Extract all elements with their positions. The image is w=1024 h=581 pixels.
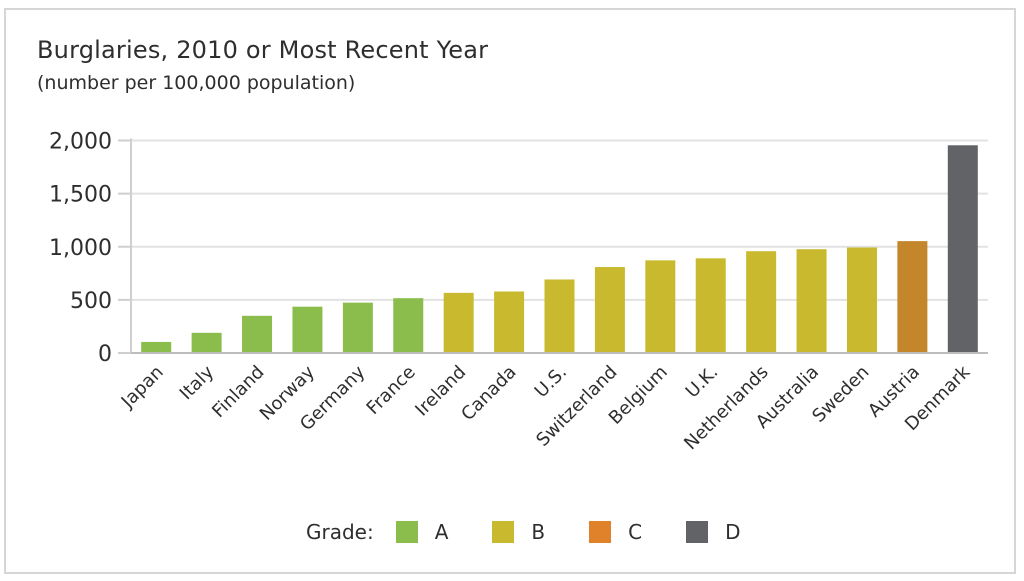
x-tick-label: France: [363, 362, 420, 419]
bar-norway: [292, 306, 323, 353]
legend-label-c: C: [628, 520, 643, 544]
x-axis-labels: Japan ItalyFinlandNorwayGermanyFranceIrel…: [117, 361, 975, 454]
legend-item-a: A: [395, 520, 449, 544]
legend-swatch-b: [492, 521, 515, 543]
bar-sweden: [846, 247, 877, 353]
bar-ireland: [443, 292, 474, 353]
bar-austria: [897, 241, 928, 353]
legend-swatch-c: [589, 521, 612, 543]
x-tick-label: U.S.: [531, 362, 571, 402]
bar-canada: [494, 291, 525, 353]
bar-switzerland: [594, 267, 625, 353]
y-tick-label: 2,000: [49, 130, 112, 155]
x-tick-label: Sweden: [808, 362, 873, 427]
chart-title: Burglaries, 2010 or Most Recent Year: [37, 36, 489, 64]
x-tick-label: Japan: [117, 362, 168, 413]
bar-denmark: [947, 145, 978, 353]
y-axis-ticks: 0 500 1,000 1,500 2,000: [49, 130, 131, 367]
bar-japan: [141, 341, 172, 353]
bar-us: [544, 279, 575, 353]
y-tick-label: 1,000: [49, 236, 112, 261]
bar-belgium: [645, 260, 676, 353]
bar-netherlands: [746, 251, 777, 353]
y-tick-label: 1,500: [49, 183, 112, 208]
legend-item-b: B: [492, 520, 545, 544]
legend-label-d: D: [725, 520, 741, 544]
legend-label-b: B: [531, 520, 546, 544]
bar-finland: [242, 315, 273, 353]
y-tick-label: 0: [98, 342, 112, 367]
bar-germany: [342, 302, 373, 353]
legend-swatch-a: [395, 521, 418, 543]
legend-title: Grade:: [306, 520, 374, 544]
bar-uk: [695, 258, 726, 353]
legend-item-d: D: [686, 520, 741, 544]
x-tick-label: Italy: [176, 361, 219, 404]
bar-australia: [796, 249, 827, 353]
y-tick-label: 500: [70, 289, 112, 314]
chart-subtitle: (number per 100,000 population): [37, 72, 356, 94]
bar-italy: [191, 332, 222, 353]
legend-item-c: C: [589, 520, 642, 544]
legend: Grade: A B C D: [306, 517, 741, 547]
legend-label-a: A: [434, 520, 449, 544]
gridlines: [131, 139, 988, 301]
bar-france: [393, 298, 424, 353]
x-tick-label: U.K.: [682, 362, 723, 403]
axes: [130, 138, 988, 354]
legend-swatch-d: [686, 521, 709, 543]
x-tick-label: Canada: [457, 362, 520, 425]
bars: [141, 145, 978, 353]
